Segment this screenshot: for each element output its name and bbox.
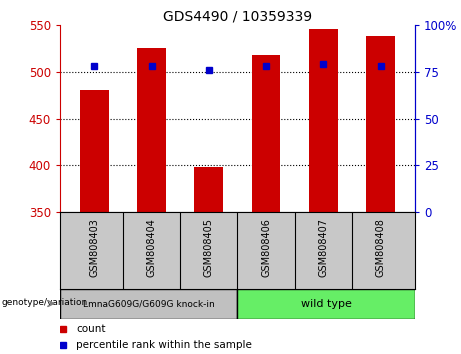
Title: GDS4490 / 10359339: GDS4490 / 10359339 bbox=[163, 10, 312, 24]
Bar bbox=[309, 29, 337, 212]
Text: wild type: wild type bbox=[301, 298, 352, 309]
Bar bbox=[60, 289, 237, 319]
Text: LmnaG609G/G609G knock-in: LmnaG609G/G609G knock-in bbox=[83, 299, 214, 308]
Text: GSM808404: GSM808404 bbox=[147, 218, 157, 278]
Bar bbox=[252, 55, 280, 212]
Bar bbox=[137, 48, 166, 212]
Bar bbox=[195, 167, 223, 212]
Bar bbox=[237, 289, 415, 319]
Text: GSM808408: GSM808408 bbox=[376, 218, 385, 278]
Text: percentile rank within the sample: percentile rank within the sample bbox=[76, 340, 252, 350]
Bar bbox=[366, 36, 395, 212]
Text: count: count bbox=[76, 324, 106, 333]
Text: GSM808405: GSM808405 bbox=[204, 218, 214, 278]
Text: GSM808403: GSM808403 bbox=[89, 218, 99, 278]
Text: GSM808406: GSM808406 bbox=[261, 218, 271, 278]
Text: genotype/variation: genotype/variation bbox=[1, 298, 88, 307]
Bar bbox=[80, 90, 109, 212]
Text: GSM808407: GSM808407 bbox=[318, 218, 328, 278]
